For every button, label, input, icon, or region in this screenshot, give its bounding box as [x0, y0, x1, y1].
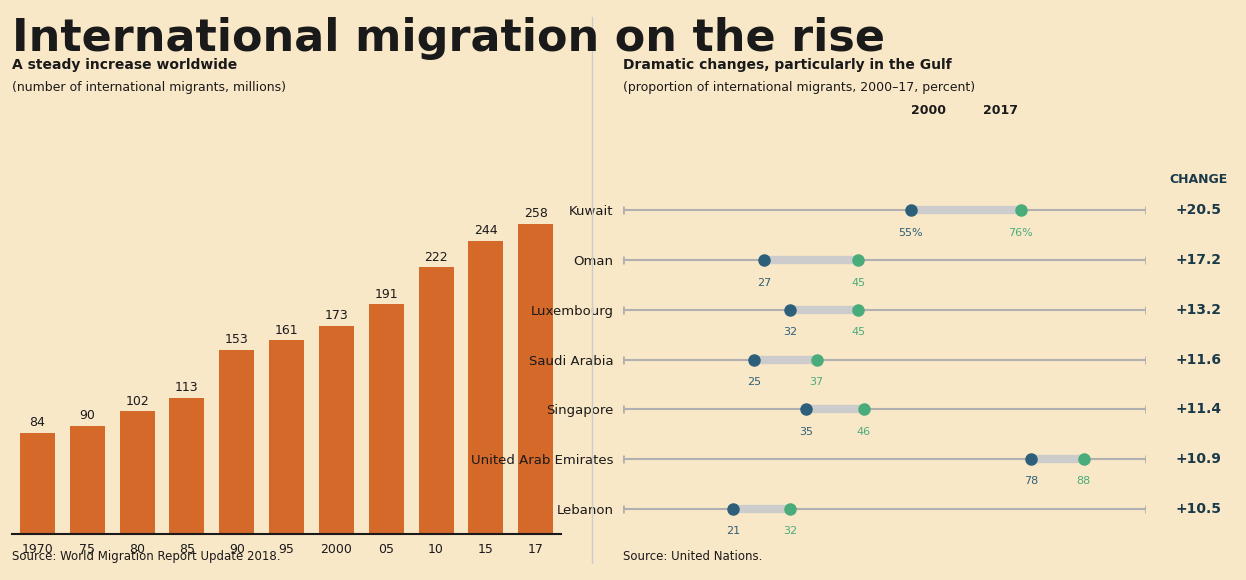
- Text: 76%: 76%: [1008, 228, 1033, 238]
- Text: 84: 84: [30, 416, 45, 429]
- Text: Source: United Nations.: Source: United Nations.: [623, 550, 763, 563]
- Text: 173: 173: [324, 309, 349, 322]
- Text: 244: 244: [475, 224, 497, 237]
- Text: +10.9: +10.9: [1176, 452, 1221, 466]
- Text: (number of international migrants, millions): (number of international migrants, milli…: [12, 81, 287, 94]
- Text: 37: 37: [810, 377, 824, 387]
- Bar: [468, 241, 503, 534]
- Text: 102: 102: [125, 394, 150, 408]
- Text: 222: 222: [425, 251, 447, 263]
- Text: +11.4: +11.4: [1175, 403, 1222, 416]
- Text: International migration on the rise: International migration on the rise: [12, 17, 886, 60]
- Text: 78: 78: [1024, 476, 1038, 487]
- Bar: [369, 304, 404, 534]
- Bar: [20, 433, 55, 534]
- Text: Dramatic changes, particularly in the Gulf: Dramatic changes, particularly in the Gu…: [623, 58, 952, 72]
- Text: +10.5: +10.5: [1176, 502, 1221, 516]
- Bar: [120, 411, 155, 534]
- Text: 35: 35: [799, 427, 814, 437]
- Text: 161: 161: [275, 324, 298, 337]
- Text: 2017: 2017: [983, 104, 1018, 117]
- Text: 113: 113: [176, 382, 198, 394]
- Text: 191: 191: [375, 288, 397, 301]
- Bar: [518, 224, 553, 534]
- Text: (proportion of international migrants, 2000–17, percent): (proportion of international migrants, 2…: [623, 81, 976, 94]
- Text: 2000: 2000: [911, 104, 946, 117]
- Bar: [269, 340, 304, 534]
- Text: 258: 258: [523, 208, 548, 220]
- Text: 32: 32: [784, 327, 797, 338]
- Text: 45: 45: [851, 327, 866, 338]
- Text: 25: 25: [746, 377, 761, 387]
- Text: 45: 45: [851, 278, 866, 288]
- Text: +20.5: +20.5: [1176, 204, 1221, 218]
- Text: 21: 21: [726, 526, 740, 536]
- Text: 32: 32: [784, 526, 797, 536]
- Text: +11.6: +11.6: [1176, 353, 1221, 367]
- Text: 27: 27: [758, 278, 771, 288]
- Text: +17.2: +17.2: [1176, 253, 1221, 267]
- Bar: [169, 398, 204, 534]
- Text: +13.2: +13.2: [1176, 303, 1221, 317]
- Text: 153: 153: [224, 334, 249, 346]
- Bar: [219, 350, 254, 534]
- Text: 90: 90: [80, 409, 95, 422]
- Text: CHANGE: CHANGE: [1170, 173, 1227, 186]
- Text: Source: World Migration Report Update 2018.: Source: World Migration Report Update 20…: [12, 550, 280, 563]
- Text: 46: 46: [857, 427, 871, 437]
- Text: 88: 88: [1077, 476, 1090, 487]
- Text: A steady increase worldwide: A steady increase worldwide: [12, 58, 238, 72]
- Bar: [419, 267, 454, 534]
- Bar: [319, 326, 354, 534]
- Text: 55%: 55%: [898, 228, 923, 238]
- Bar: [70, 426, 105, 534]
